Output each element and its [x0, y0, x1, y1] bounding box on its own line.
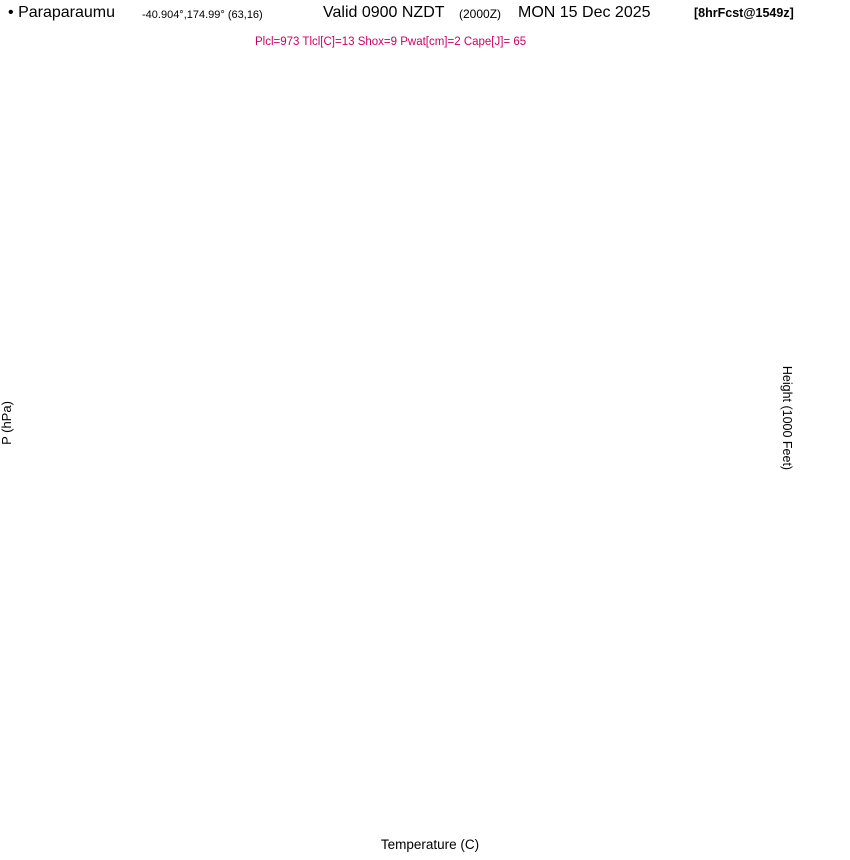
height-axis-title: Height (1000 Feet) [780, 366, 794, 470]
valid-zulu: (2000Z) [459, 7, 502, 21]
sounding-parameters: Plcl=973 Tlcl[C]=13 Shox=9 Pwat[cm]=2 Ca… [255, 36, 527, 48]
valid-time: Valid 0900 NZDT [323, 4, 445, 21]
bullet-icon: • [8, 4, 14, 21]
forecast-tag: [8hrFcst@1549z] [694, 6, 794, 20]
station-title: • Paraparaumu [8, 4, 115, 22]
station-coords: -40.904°,174.99° (63,16) [142, 9, 263, 21]
station-name: Paraparaumu [18, 4, 116, 21]
temperature-axis-title: Temperature (C) [381, 837, 479, 852]
pressure-axis-title: P (hPa) [0, 401, 14, 445]
valid-date: MON 15 Dec 2025 [518, 4, 651, 21]
